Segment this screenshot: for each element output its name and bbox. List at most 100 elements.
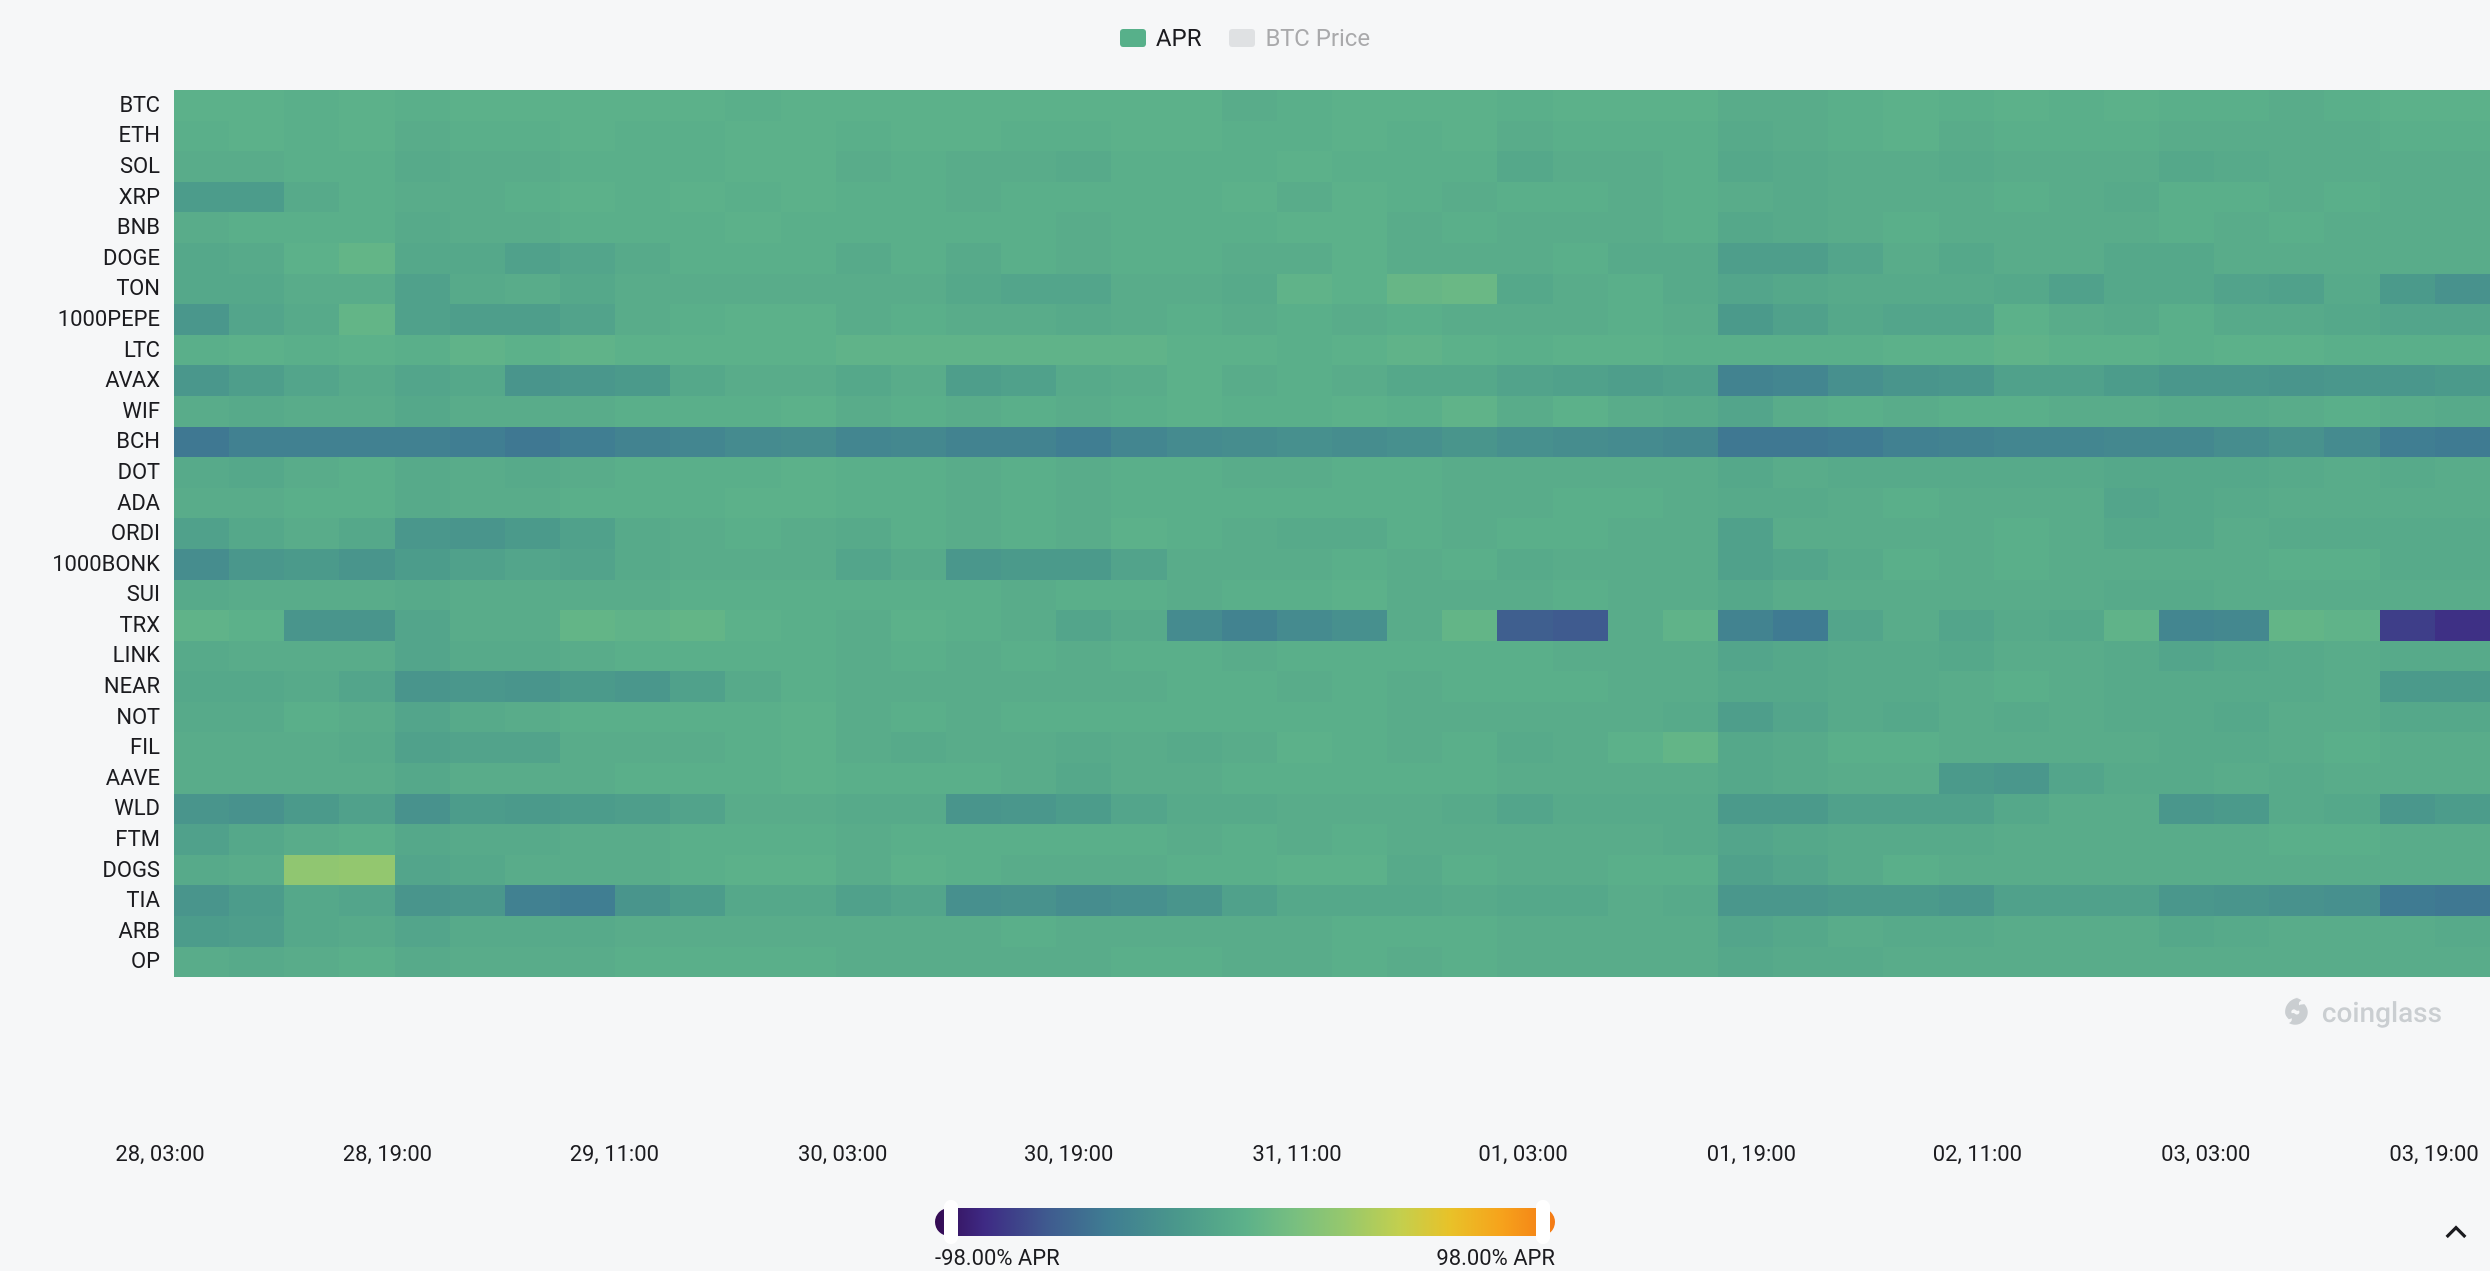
heatmap-cell[interactable] [1828, 732, 1883, 763]
heatmap-cell[interactable] [1332, 947, 1387, 978]
heatmap-cell[interactable] [1222, 212, 1277, 243]
heatmap-cell[interactable] [1442, 90, 1497, 121]
heatmap-cell[interactable] [1883, 304, 1938, 335]
heatmap-cell[interactable] [781, 885, 836, 916]
heatmap-cell[interactable] [670, 794, 725, 825]
color-scale-track[interactable] [935, 1208, 1555, 1236]
heatmap-cell[interactable] [2159, 732, 2214, 763]
heatmap-cell[interactable] [781, 304, 836, 335]
heatmap-cell[interactable] [2049, 335, 2104, 366]
heatmap-cell[interactable] [2380, 641, 2435, 672]
heatmap-cell[interactable] [450, 212, 505, 243]
heatmap-cell[interactable] [395, 243, 450, 274]
heatmap-cell[interactable] [339, 763, 394, 794]
heatmap-cell[interactable] [1056, 121, 1111, 152]
heatmap-cell[interactable] [505, 671, 560, 702]
heatmap-cell[interactable] [174, 182, 229, 213]
heatmap-cell[interactable] [284, 763, 339, 794]
heatmap-cell[interactable] [2269, 580, 2324, 611]
heatmap-cell[interactable] [1663, 151, 1718, 182]
heatmap-cell[interactable] [2159, 549, 2214, 580]
heatmap-cell[interactable] [2435, 885, 2490, 916]
heatmap-cell[interactable] [1939, 763, 1994, 794]
heatmap-cell[interactable] [2159, 427, 2214, 458]
heatmap-cell[interactable] [2214, 365, 2269, 396]
heatmap-cell[interactable] [2269, 90, 2324, 121]
heatmap-cell[interactable] [284, 916, 339, 947]
heatmap-cell[interactable] [229, 365, 284, 396]
heatmap-cell[interactable] [1773, 212, 1828, 243]
heatmap-cell[interactable] [1553, 518, 1608, 549]
heatmap-cell[interactable] [229, 947, 284, 978]
heatmap-cell[interactable] [284, 365, 339, 396]
heatmap-cell[interactable] [1608, 274, 1663, 305]
heatmap-cell[interactable] [1387, 518, 1442, 549]
heatmap-cell[interactable] [1939, 335, 1994, 366]
heatmap-cell[interactable] [1718, 90, 1773, 121]
heatmap-cell[interactable] [284, 885, 339, 916]
heatmap-cell[interactable] [1167, 794, 1222, 825]
heatmap-cell[interactable] [1994, 274, 2049, 305]
heatmap-cell[interactable] [781, 794, 836, 825]
heatmap-cell[interactable] [2435, 855, 2490, 886]
heatmap-cell[interactable] [284, 671, 339, 702]
heatmap-cell[interactable] [2159, 763, 2214, 794]
heatmap-cell[interactable] [1277, 702, 1332, 733]
heatmap-cell[interactable] [725, 794, 780, 825]
heatmap-cell[interactable] [2214, 304, 2269, 335]
heatmap-cell[interactable] [339, 641, 394, 672]
heatmap-cell[interactable] [174, 610, 229, 641]
heatmap-cell[interactable] [2435, 90, 2490, 121]
heatmap-cell[interactable] [1442, 947, 1497, 978]
heatmap-cell[interactable] [725, 90, 780, 121]
heatmap-cell[interactable] [2214, 274, 2269, 305]
heatmap-cell[interactable] [615, 121, 670, 152]
heatmap-cell[interactable] [2104, 824, 2159, 855]
heatmap-cell[interactable] [1994, 855, 2049, 886]
heatmap-cell[interactable] [1608, 580, 1663, 611]
heatmap-cell[interactable] [2159, 671, 2214, 702]
heatmap-cell[interactable] [1773, 549, 1828, 580]
heatmap-cell[interactable] [1939, 671, 1994, 702]
heatmap-cell[interactable] [1939, 794, 1994, 825]
heatmap-cell[interactable] [1718, 304, 1773, 335]
heatmap-cell[interactable] [395, 396, 450, 427]
heatmap-cell[interactable] [1828, 641, 1883, 672]
heatmap-cell[interactable] [1663, 732, 1718, 763]
heatmap-cell[interactable] [1773, 702, 1828, 733]
heatmap-cell[interactable] [1773, 824, 1828, 855]
heatmap-cell[interactable] [1056, 794, 1111, 825]
heatmap-cell[interactable] [2435, 121, 2490, 152]
heatmap-cell[interactable] [2380, 518, 2435, 549]
heatmap-cell[interactable] [174, 304, 229, 335]
heatmap-cell[interactable] [339, 182, 394, 213]
heatmap-cell[interactable] [2269, 518, 2324, 549]
heatmap-cell[interactable] [615, 488, 670, 519]
heatmap-cell[interactable] [2435, 671, 2490, 702]
heatmap-cell[interactable] [946, 671, 1001, 702]
heatmap-cell[interactable] [1497, 580, 1552, 611]
heatmap-cell[interactable] [2214, 824, 2269, 855]
heatmap-cell[interactable] [1608, 855, 1663, 886]
heatmap-cell[interactable] [1994, 212, 2049, 243]
heatmap-cell[interactable] [1111, 182, 1166, 213]
heatmap-cell[interactable] [1553, 304, 1608, 335]
heatmap-cell[interactable] [560, 916, 615, 947]
heatmap-cell[interactable] [1608, 763, 1663, 794]
heatmap-cell[interactable] [229, 794, 284, 825]
heatmap-cell[interactable] [1222, 947, 1277, 978]
heatmap-cell[interactable] [1883, 549, 1938, 580]
heatmap-cell[interactable] [560, 90, 615, 121]
heatmap-cell[interactable] [1056, 151, 1111, 182]
heatmap-cell[interactable] [2324, 457, 2379, 488]
heatmap-cell[interactable] [1553, 365, 1608, 396]
heatmap-cell[interactable] [2104, 763, 2159, 794]
heatmap-cell[interactable] [1883, 121, 1938, 152]
heatmap-cell[interactable] [560, 641, 615, 672]
heatmap-cell[interactable] [946, 304, 1001, 335]
heatmap-cell[interactable] [2380, 885, 2435, 916]
heatmap-cell[interactable] [1553, 794, 1608, 825]
heatmap-cell[interactable] [2159, 610, 2214, 641]
heatmap-cell[interactable] [560, 121, 615, 152]
heatmap-cell[interactable] [505, 794, 560, 825]
